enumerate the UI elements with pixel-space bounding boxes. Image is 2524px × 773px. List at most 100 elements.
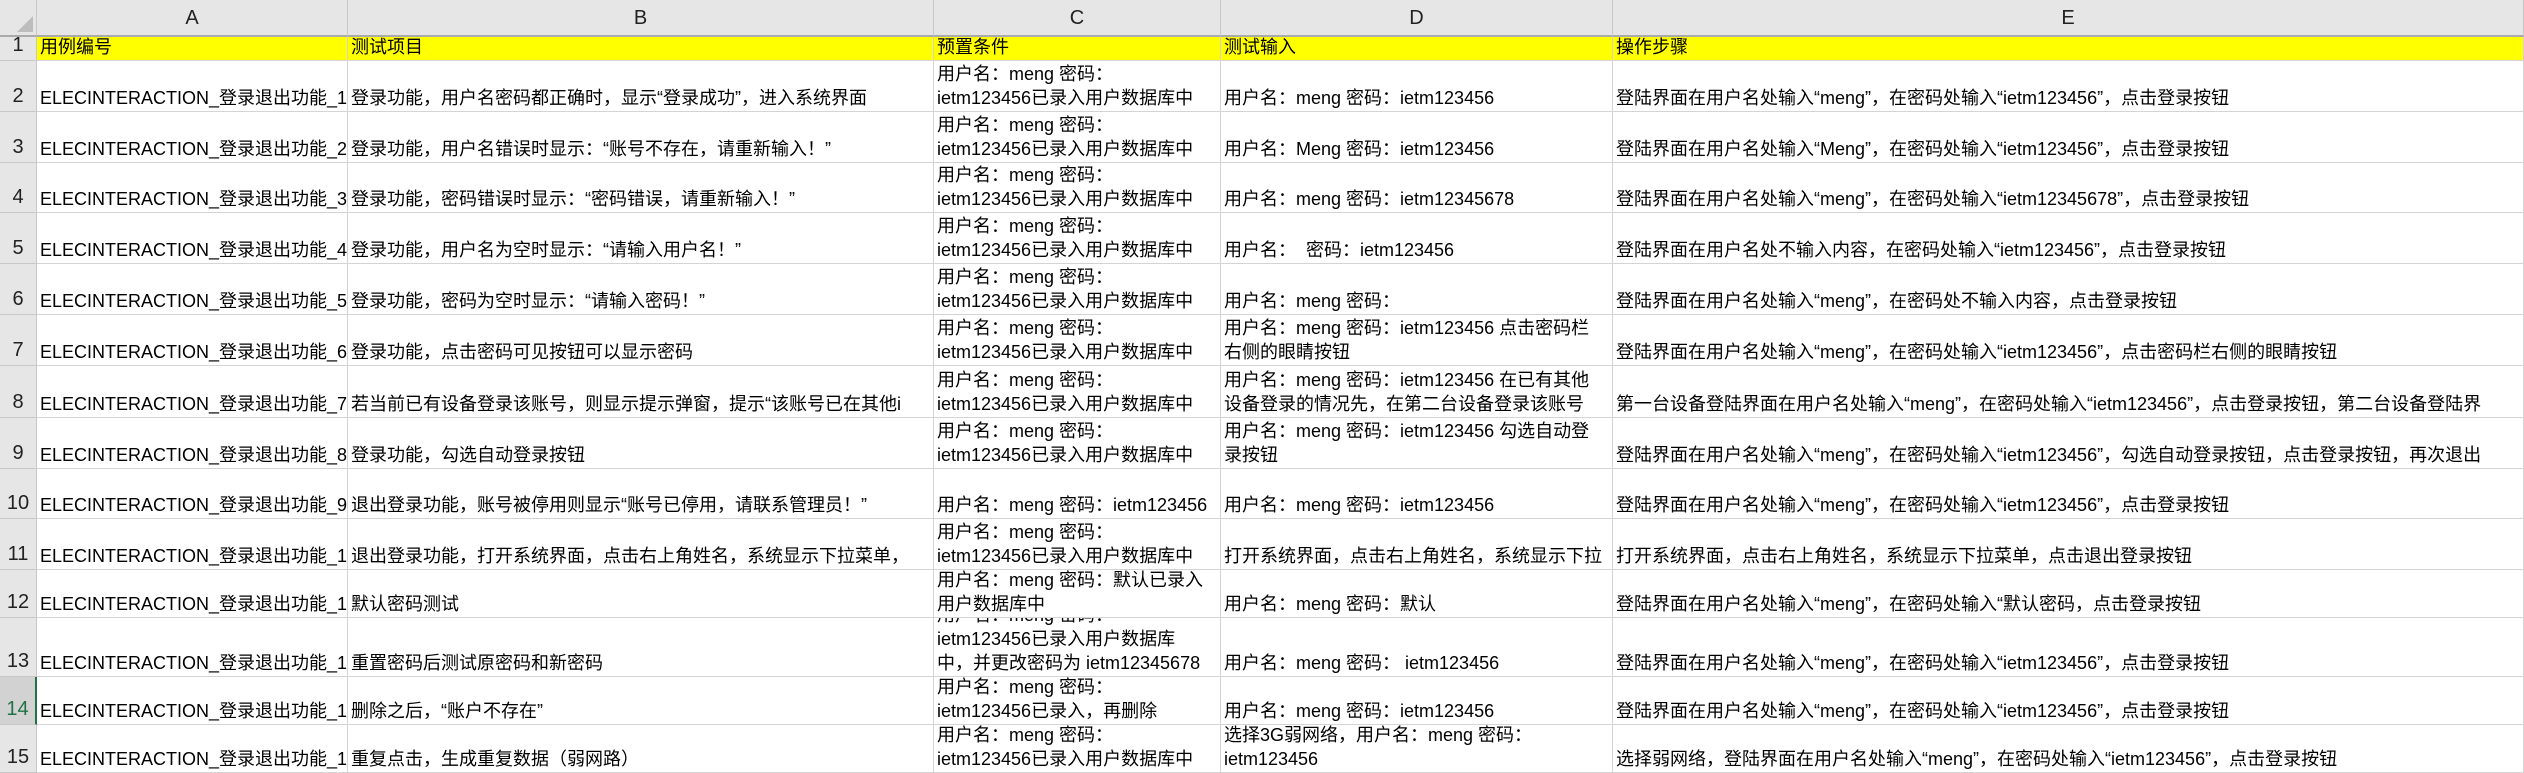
cell-D7[interactable]: 用户名：meng 密码：ietm123456 点击密码栏 右侧的眼睛按钮 <box>1221 315 1613 366</box>
cell-D14[interactable]: 用户名：meng 密码：ietm123456 <box>1221 677 1613 725</box>
cell-D6[interactable]: 用户名：meng 密码： <box>1221 264 1613 315</box>
cell-A2[interactable]: ELECINTERACTION_登录退出功能_1 <box>37 61 348 112</box>
row-number[interactable]: 5 <box>0 213 37 264</box>
cell-C11[interactable]: 用户名：meng 密码： ietm123456已录入用户数据库中 <box>934 519 1221 570</box>
column-header-D[interactable]: D <box>1221 0 1613 37</box>
column-header-C[interactable]: C <box>934 0 1221 37</box>
cell-B4[interactable]: 登录功能，密码错误时显示：“密码错误，请重新输入！” <box>348 163 934 213</box>
cell-C5[interactable]: 用户名：meng 密码： ietm123456已录入用户数据库中 <box>934 213 1221 264</box>
cell-D2[interactable]: 用户名：meng 密码：ietm123456 <box>1221 61 1613 112</box>
column-title-E[interactable]: 操作步骤 <box>1613 37 2524 61</box>
row-number[interactable]: 13 <box>0 618 37 677</box>
cell-E15[interactable]: 选择弱网络，登陆界面在用户名处输入“meng”，在密码处输入“ietm12345… <box>1613 725 2524 773</box>
row-number[interactable]: 8 <box>0 366 37 418</box>
cell-A5[interactable]: ELECINTERACTION_登录退出功能_4 <box>37 213 348 264</box>
row-number[interactable]: 10 <box>0 469 37 519</box>
cell-A12[interactable]: ELECINTERACTION_登录退出功能_11 <box>37 570 348 618</box>
column-header-E[interactable]: E <box>1613 0 2524 37</box>
row-number[interactable]: 4 <box>0 163 37 213</box>
cell-B6[interactable]: 登录功能，密码为空时显示：“请输入密码！” <box>348 264 934 315</box>
column-title-C[interactable]: 预置条件 <box>934 37 1221 61</box>
cell-E7[interactable]: 登陆界面在用户名处输入“meng”，在密码处输入“ietm123456”，点击密… <box>1613 315 2524 366</box>
cell-A14[interactable]: ELECINTERACTION_登录退出功能_13 <box>37 677 348 725</box>
cell-C3[interactable]: 用户名：meng 密码： ietm123456已录入用户数据库中 <box>934 112 1221 163</box>
cell-D3[interactable]: 用户名：Meng 密码：ietm123456 <box>1221 112 1613 163</box>
table-row: 11 ELECINTERACTION_登录退出功能_10 退出登录功能，打开系统界面… <box>0 519 2524 570</box>
cell-C15[interactable]: 用户名：meng 密码： ietm123456已录入用户数据库中 <box>934 725 1221 773</box>
cell-C9[interactable]: 用户名：meng 密码： ietm123456已录入用户数据库中 <box>934 418 1221 469</box>
cell-C12[interactable]: 用户名：meng 密码：默认已录入 用户数据库中 <box>934 570 1221 618</box>
cell-B10[interactable]: 退出登录功能，账号被停用则显示“账号已停用，请联系管理员！” <box>348 469 934 519</box>
row-number[interactable]: 15 <box>0 725 37 773</box>
cell-E4[interactable]: 登陆界面在用户名处输入“meng”，在密码处输入“ietm12345678”，点… <box>1613 163 2524 213</box>
cell-A7[interactable]: ELECINTERACTION_登录退出功能_6 <box>37 315 348 366</box>
cell-C7[interactable]: 用户名：meng 密码： ietm123456已录入用户数据库中 <box>934 315 1221 366</box>
cell-B5[interactable]: 登录功能，用户名为空时显示：“请输入用户名！” <box>348 213 934 264</box>
cell-C8[interactable]: 用户名：meng 密码： ietm123456已录入用户数据库中 <box>934 366 1221 418</box>
select-all-button[interactable] <box>0 0 37 37</box>
cell-D4[interactable]: 用户名：meng 密码：ietm12345678 <box>1221 163 1613 213</box>
cell-C14[interactable]: 用户名：meng 密码： ietm123456已录入，再删除 <box>934 677 1221 725</box>
cell-D5[interactable]: 用户名： 密码：ietm123456 <box>1221 213 1613 264</box>
table-row: 4 ELECINTERACTION_登录退出功能_3 登录功能，密码错误时显示：“密… <box>0 163 2524 213</box>
cell-C13[interactable]: 用户名：meng 密码： ietm123456已录入用户数据库 中，并更改密码为… <box>934 618 1221 677</box>
cell-E12[interactable]: 登陆界面在用户名处输入“meng”，在密码处输入“默认密码，点击登录按钮 <box>1613 570 2524 618</box>
cell-B14[interactable]: 删除之后，“账户不存在” <box>348 677 934 725</box>
cell-E2[interactable]: 登陆界面在用户名处输入“meng”，在密码处输入“ietm123456”，点击登… <box>1613 61 2524 112</box>
row-number[interactable]: 9 <box>0 418 37 469</box>
column-title-A[interactable]: 用例编号 <box>37 37 348 61</box>
row-number[interactable]: 1 <box>0 37 37 61</box>
cell-A9[interactable]: ELECINTERACTION_登录退出功能_8 <box>37 418 348 469</box>
cell-B2[interactable]: 登录功能，用户名密码都正确时，显示“登录成功”，进入系统界面 <box>348 61 934 112</box>
column-header-A[interactable]: A <box>37 0 348 37</box>
cell-B9[interactable]: 登录功能，勾选自动登录按钮 <box>348 418 934 469</box>
cell-D11[interactable]: 打开系统界面，点击右上角姓名，系统显示下拉 <box>1221 519 1613 570</box>
cell-C2[interactable]: 用户名：meng 密码： ietm123456已录入用户数据库中 <box>934 61 1221 112</box>
cell-A11[interactable]: ELECINTERACTION_登录退出功能_10 <box>37 519 348 570</box>
cell-E5[interactable]: 登陆界面在用户名处不输入内容，在密码处输入“ietm123456”，点击登录按钮 <box>1613 213 2524 264</box>
cell-A10[interactable]: ELECINTERACTION_登录退出功能_9 <box>37 469 348 519</box>
cell-D12[interactable]: 用户名：meng 密码：默认 <box>1221 570 1613 618</box>
row-number[interactable]: 6 <box>0 264 37 315</box>
cell-E14[interactable]: 登陆界面在用户名处输入“meng”，在密码处输入“ietm123456”，点击登… <box>1613 677 2524 725</box>
cell-A8[interactable]: ELECINTERACTION_登录退出功能_7 <box>37 366 348 418</box>
cell-A15[interactable]: ELECINTERACTION_登录退出功能_14 <box>37 725 348 773</box>
cell-A6[interactable]: ELECINTERACTION_登录退出功能_5 <box>37 264 348 315</box>
table-row: 9 ELECINTERACTION_登录退出功能_8 登录功能，勾选自动登录按钮 用户… <box>0 418 2524 469</box>
cell-A3[interactable]: ELECINTERACTION_登录退出功能_2 <box>37 112 348 163</box>
cell-B15[interactable]: 重复点击，生成重复数据（弱网路） <box>348 725 934 773</box>
cell-C4[interactable]: 用户名：meng 密码： ietm123456已录入用户数据库中 <box>934 163 1221 213</box>
cell-E13[interactable]: 登陆界面在用户名处输入“meng”，在密码处输入“ietm123456”，点击登… <box>1613 618 2524 677</box>
cell-E8[interactable]: 第一台设备登陆界面在用户名处输入“meng”，在密码处输入“ietm123456… <box>1613 366 2524 418</box>
cell-B7[interactable]: 登录功能，点击密码可见按钮可以显示密码 <box>348 315 934 366</box>
cell-D13[interactable]: 用户名：meng 密码： ietm123456 <box>1221 618 1613 677</box>
cell-B3[interactable]: 登录功能，用户名错误时显示：“账号不存在，请重新输入！” <box>348 112 934 163</box>
cell-B11[interactable]: 退出登录功能，打开系统界面，点击右上角姓名，系统显示下拉菜单， <box>348 519 934 570</box>
row-number[interactable]: 12 <box>0 570 37 618</box>
row-number[interactable]: 3 <box>0 112 37 163</box>
cell-C10[interactable]: 用户名：meng 密码：ietm123456 <box>934 469 1221 519</box>
row-number[interactable]: 11 <box>0 519 37 570</box>
cell-C6[interactable]: 用户名：meng 密码： ietm123456已录入用户数据库中 <box>934 264 1221 315</box>
column-title-B[interactable]: 测试项目 <box>348 37 934 61</box>
cell-D9[interactable]: 用户名：meng 密码：ietm123456 勾选自动登 录按钮 <box>1221 418 1613 469</box>
cell-D10[interactable]: 用户名：meng 密码：ietm123456 <box>1221 469 1613 519</box>
row-number[interactable]: 2 <box>0 61 37 112</box>
cell-E9[interactable]: 登陆界面在用户名处输入“meng”，在密码处输入“ietm123456”，勾选自… <box>1613 418 2524 469</box>
row-number[interactable]: 14 <box>0 677 37 725</box>
cell-A13[interactable]: ELECINTERACTION_登录退出功能_12 <box>37 618 348 677</box>
cell-A4[interactable]: ELECINTERACTION_登录退出功能_3 <box>37 163 348 213</box>
cell-B12[interactable]: 默认密码测试 <box>348 570 934 618</box>
column-title-D[interactable]: 测试输入 <box>1221 37 1613 61</box>
cell-E11[interactable]: 打开系统界面，点击右上角姓名，系统显示下拉菜单，点击退出登录按钮 <box>1613 519 2524 570</box>
column-header-B[interactable]: B <box>348 0 934 37</box>
cell-D8[interactable]: 用户名：meng 密码：ietm123456 在已有其他 设备登录的情况先，在第… <box>1221 366 1613 418</box>
cell-B8[interactable]: 若当前已有设备登录该账号，则显示提示弹窗，提示“该账号已在其他i <box>348 366 934 418</box>
cell-B13[interactable]: 重置密码后测试原密码和新密码 <box>348 618 934 677</box>
cell-E3[interactable]: 登陆界面在用户名处输入“Meng”，在密码处输入“ietm123456”，点击登… <box>1613 112 2524 163</box>
cell-E10[interactable]: 登陆界面在用户名处输入“meng”，在密码处输入“ietm123456”，点击登… <box>1613 469 2524 519</box>
cell-D15[interactable]: 选择3G弱网络，用户名：meng 密码： ietm123456 <box>1221 725 1613 773</box>
cell-E6[interactable]: 登陆界面在用户名处输入“meng”，在密码处不输入内容，点击登录按钮 <box>1613 264 2524 315</box>
row-number[interactable]: 7 <box>0 315 37 366</box>
